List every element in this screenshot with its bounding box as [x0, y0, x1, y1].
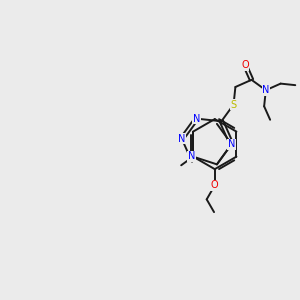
Text: N: N	[193, 114, 200, 124]
Text: O: O	[211, 180, 219, 190]
Text: N: N	[178, 134, 185, 144]
Text: N: N	[188, 151, 195, 161]
Text: O: O	[241, 60, 249, 70]
Text: S: S	[230, 100, 237, 110]
Text: N: N	[262, 85, 269, 95]
Text: N: N	[228, 139, 235, 149]
